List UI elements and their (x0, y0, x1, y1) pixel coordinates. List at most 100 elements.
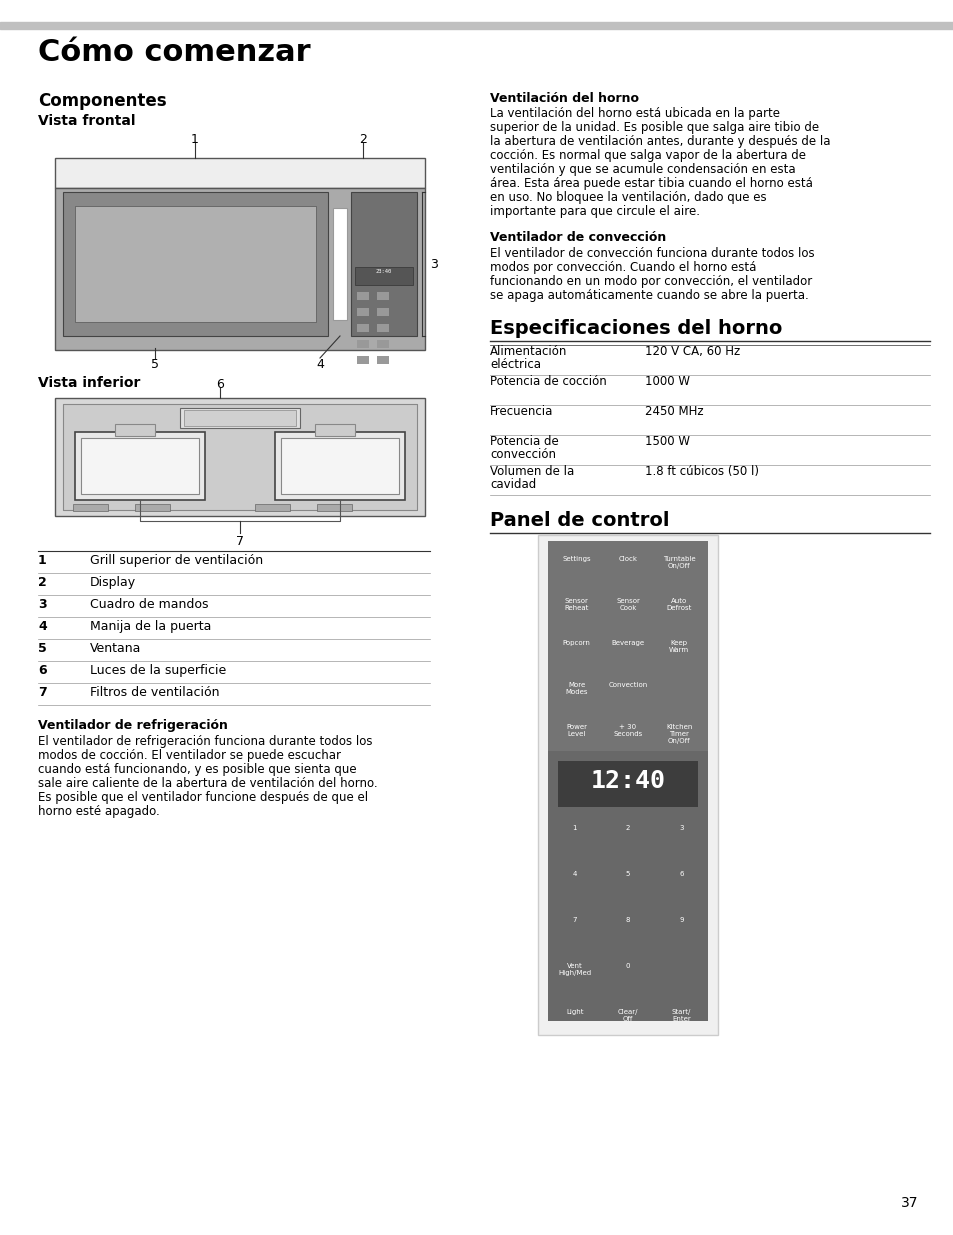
Bar (0, 22, 953, 28)
Text: Grill superior de ventilación: Grill superior de ventilación (90, 555, 263, 567)
Bar (376, 291, 389, 300)
Text: Sensor: Sensor (616, 598, 639, 604)
Text: 6: 6 (679, 871, 683, 877)
Text: 3: 3 (679, 825, 683, 831)
Text: 5: 5 (151, 358, 159, 370)
Text: Cuadro de mandos: Cuadro de mandos (90, 598, 209, 611)
Text: 2: 2 (38, 576, 47, 589)
Text: 7: 7 (38, 685, 47, 699)
Text: Manija de la puerta: Manija de la puerta (90, 620, 212, 634)
Text: 4: 4 (38, 620, 47, 634)
Text: cocción. Es normal que salga vapor de la abertura de: cocción. Es normal que salga vapor de la… (490, 149, 805, 162)
Text: Ventilador de convección: Ventilador de convección (490, 231, 665, 245)
Text: Volumen de la: Volumen de la (490, 466, 574, 478)
Bar (314, 424, 355, 436)
Text: Enter: Enter (671, 1016, 690, 1023)
Text: importante para que circule el aire.: importante para que circule el aire. (490, 205, 700, 219)
Text: Display: Display (90, 576, 136, 589)
Text: Ventilador de refrigeración: Ventilador de refrigeración (38, 719, 228, 732)
Text: 37: 37 (901, 1195, 918, 1210)
Text: 1500 W: 1500 W (644, 435, 689, 448)
Text: Panel de control: Panel de control (490, 511, 669, 530)
Bar (376, 356, 389, 364)
Bar (63, 191, 328, 336)
Text: Sensor: Sensor (564, 598, 588, 604)
Text: Clock: Clock (618, 556, 637, 562)
Text: El ventilador de refrigeración funciona durante todos los: El ventilador de refrigeración funciona … (38, 735, 372, 748)
Bar (537, 535, 718, 1035)
Text: 120 V CA, 60 Hz: 120 V CA, 60 Hz (644, 345, 740, 358)
Text: 2: 2 (625, 825, 630, 831)
Text: Componentes: Componentes (38, 91, 167, 110)
Bar (356, 324, 369, 332)
Text: 4: 4 (572, 871, 577, 877)
Text: Es posible que el ventilador funcione después de que el: Es posible que el ventilador funcione de… (38, 790, 368, 804)
Bar (63, 404, 416, 510)
Text: 2450 MHz: 2450 MHz (644, 405, 703, 417)
Text: Vent: Vent (566, 963, 582, 969)
Text: superior de la unidad. Es posible que salga aire tibio de: superior de la unidad. Es posible que sa… (490, 121, 819, 135)
Text: cavidad: cavidad (490, 478, 536, 492)
Text: On/Off: On/Off (667, 737, 690, 743)
Text: High/Med: High/Med (558, 969, 591, 976)
Text: horno esté apagado.: horno esté apagado. (38, 805, 159, 818)
Text: 12:40: 12:40 (590, 769, 665, 793)
Text: Alimentación: Alimentación (490, 345, 567, 358)
Bar (75, 206, 315, 322)
Text: 5: 5 (38, 642, 47, 655)
Text: Warm: Warm (668, 647, 688, 653)
Text: 3: 3 (38, 598, 47, 611)
Text: Clear/: Clear/ (618, 1009, 638, 1015)
Bar (274, 432, 405, 500)
Text: 23:40: 23:40 (375, 269, 392, 274)
Text: Power: Power (566, 724, 587, 730)
Bar (356, 340, 369, 348)
Text: 7: 7 (235, 535, 244, 548)
Text: Luces de la superficie: Luces de la superficie (90, 664, 226, 677)
Text: Popcorn: Popcorn (562, 640, 590, 646)
Bar (356, 356, 369, 364)
Text: funcionando en un modo por convección, el ventilador: funcionando en un modo por convección, e… (490, 275, 811, 288)
Text: modos por convección. Cuando el horno está: modos por convección. Cuando el horno es… (490, 261, 756, 274)
Text: More: More (568, 682, 585, 688)
Bar (547, 541, 707, 1021)
Bar (376, 324, 389, 332)
Text: Convection: Convection (608, 682, 647, 688)
Text: Seconds: Seconds (613, 731, 642, 737)
Text: 2: 2 (358, 133, 367, 146)
Text: + 30: + 30 (618, 724, 636, 730)
Bar (81, 438, 199, 494)
Bar (55, 188, 424, 350)
Text: Timer: Timer (669, 731, 688, 737)
Text: Settings: Settings (562, 556, 591, 562)
Bar (254, 504, 290, 511)
Text: Vista inferior: Vista inferior (38, 375, 140, 390)
Text: 6: 6 (215, 378, 224, 391)
Text: Cook: Cook (618, 605, 636, 610)
Text: El ventilador de convección funciona durante todos los: El ventilador de convección funciona dur… (490, 247, 814, 261)
Text: cuando está funcionando, y es posible que sienta que: cuando está funcionando, y es posible qu… (38, 763, 356, 776)
Text: Frecuencia: Frecuencia (490, 405, 553, 417)
Text: Light: Light (565, 1009, 583, 1015)
Text: 1: 1 (38, 555, 47, 567)
Text: Off: Off (622, 1016, 633, 1023)
Text: 3: 3 (430, 258, 437, 270)
Text: 9: 9 (679, 918, 683, 923)
Text: área. Esta área puede estar tibia cuando el horno está: área. Esta área puede estar tibia cuando… (490, 177, 812, 190)
Text: La ventilación del horno está ubicada en la parte: La ventilación del horno está ubicada en… (490, 107, 780, 120)
Bar (351, 191, 416, 336)
Text: 8: 8 (625, 918, 630, 923)
Text: Auto: Auto (670, 598, 686, 604)
Bar (333, 207, 347, 320)
Bar (184, 410, 295, 426)
Bar (281, 438, 398, 494)
Text: Ventilación del horno: Ventilación del horno (490, 91, 639, 105)
Bar (180, 408, 299, 429)
Text: sale aire caliente de la abertura de ventilación del horno.: sale aire caliente de la abertura de ven… (38, 777, 377, 790)
Bar (558, 761, 698, 806)
Text: 1: 1 (572, 825, 577, 831)
Text: la abertura de ventilación antes, durante y después de la: la abertura de ventilación antes, durant… (490, 135, 830, 148)
Text: Level: Level (567, 731, 585, 737)
Text: Kitchen: Kitchen (665, 724, 692, 730)
Text: On/Off: On/Off (667, 563, 690, 568)
